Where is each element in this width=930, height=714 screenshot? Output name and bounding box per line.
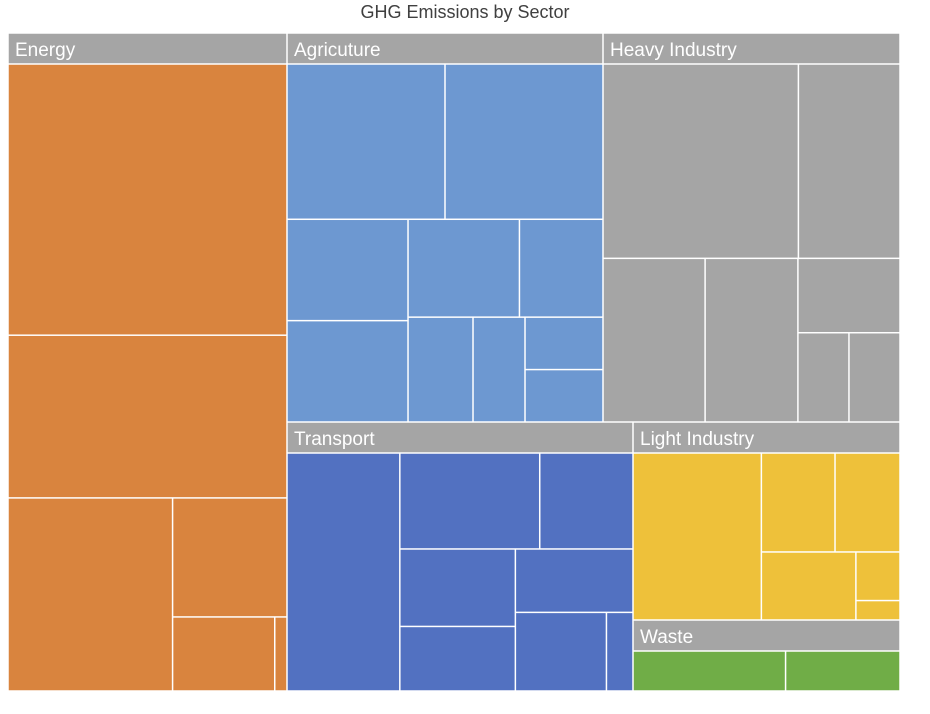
cell-light-industry-4 bbox=[835, 453, 900, 552]
group-header-transport bbox=[287, 422, 633, 453]
cell-transport-8 bbox=[607, 613, 633, 691]
cell-energy-5 bbox=[173, 617, 274, 691]
cell-agricuture-2 bbox=[445, 64, 603, 219]
cell-agricuture-1 bbox=[287, 64, 445, 219]
group-transport: Transport bbox=[287, 422, 633, 691]
cell-transport-2 bbox=[400, 453, 539, 549]
cell-light-industry-5 bbox=[762, 552, 856, 620]
cell-transport-3 bbox=[400, 627, 515, 691]
cell-light-industry-1 bbox=[633, 453, 761, 620]
cell-agricuture-7 bbox=[408, 220, 519, 317]
group-light-industry: Light Industry bbox=[633, 422, 900, 620]
cell-heavy-industry-1 bbox=[603, 64, 798, 258]
cell-heavy-industry-4 bbox=[603, 259, 705, 422]
cell-energy-4 bbox=[173, 498, 287, 617]
group-label-heavy-industry: Heavy Industry bbox=[610, 40, 737, 61]
group-label-light-industry: Light Industry bbox=[640, 429, 755, 450]
cell-agricuture-10 bbox=[525, 370, 603, 422]
group-header-waste bbox=[633, 620, 900, 651]
group-heavy-industry: Heavy Industry bbox=[603, 33, 900, 422]
group-label-waste: Waste bbox=[640, 627, 693, 648]
cell-agricuture-6 bbox=[287, 321, 408, 422]
cell-transport-6 bbox=[540, 453, 633, 549]
cell-energy-6 bbox=[275, 617, 287, 691]
cell-heavy-industry-5 bbox=[798, 259, 900, 332]
cell-light-industry-6 bbox=[856, 601, 900, 620]
cell-waste-1 bbox=[633, 651, 785, 691]
cell-energy-2 bbox=[8, 335, 287, 498]
group-header-energy bbox=[8, 33, 287, 64]
cell-transport-5 bbox=[516, 613, 606, 691]
cell-waste-2 bbox=[786, 651, 900, 691]
chart-title: GHG Emissions by Sector bbox=[360, 2, 570, 22]
cell-transport-1 bbox=[287, 453, 400, 691]
cell-transport-4 bbox=[516, 549, 633, 612]
cell-agricuture-5 bbox=[287, 220, 408, 320]
cell-transport-7 bbox=[400, 549, 515, 626]
group-header-light-industry bbox=[633, 422, 900, 453]
group-label-agricuture: Agricuture bbox=[294, 40, 381, 61]
cell-energy-3 bbox=[8, 498, 172, 691]
cell-heavy-industry-7 bbox=[849, 333, 900, 422]
cell-heavy-industry-6 bbox=[798, 333, 849, 422]
cell-agricuture-8 bbox=[408, 317, 473, 422]
cell-heavy-industry-3 bbox=[705, 259, 798, 422]
group-agricuture: Agricuture bbox=[287, 33, 603, 422]
cell-heavy-industry-2 bbox=[799, 64, 900, 258]
group-waste: Waste bbox=[633, 620, 900, 691]
group-label-energy: Energy bbox=[15, 40, 76, 61]
group-header-heavy-industry bbox=[603, 33, 900, 64]
group-energy: Energy bbox=[8, 33, 287, 691]
group-header-agricuture bbox=[287, 33, 603, 64]
group-label-transport: Transport bbox=[294, 429, 375, 450]
cell-agricuture-3 bbox=[520, 220, 603, 317]
cell-light-industry-3 bbox=[762, 453, 835, 552]
cell-agricuture-4 bbox=[473, 317, 525, 422]
cell-agricuture-9 bbox=[525, 317, 603, 369]
cell-energy-1 bbox=[8, 64, 287, 335]
cell-light-industry-2 bbox=[856, 552, 900, 600]
